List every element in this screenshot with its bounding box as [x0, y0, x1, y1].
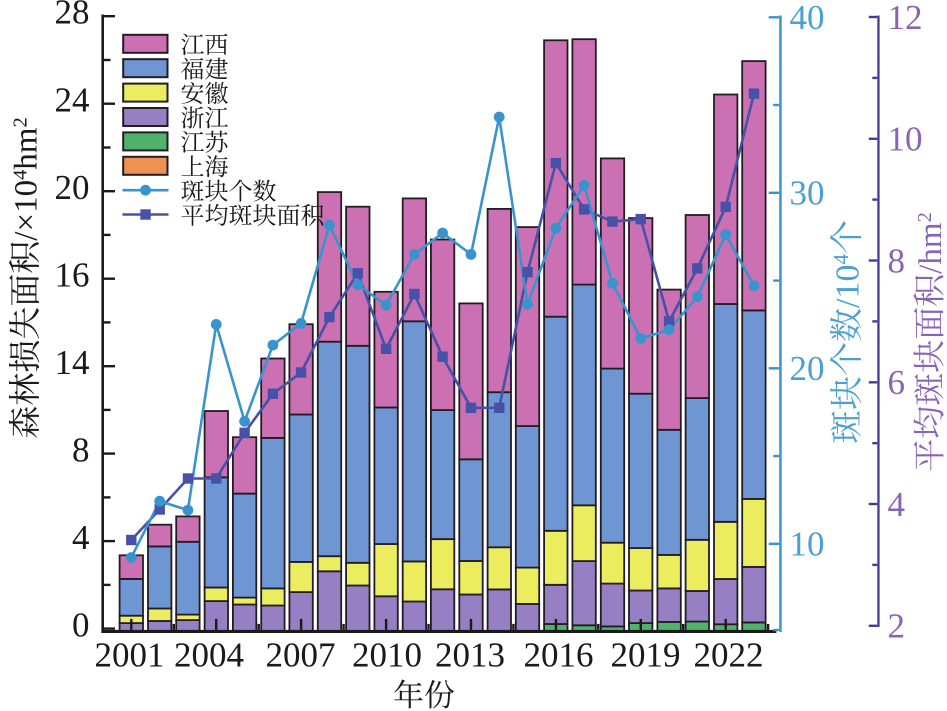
- svg-text:20: 20: [790, 349, 825, 388]
- svg-text:2013: 2013: [435, 636, 505, 675]
- svg-text:2: 2: [888, 607, 906, 646]
- svg-text:hm: hm: [9, 127, 45, 170]
- svg-text:20: 20: [55, 168, 90, 207]
- svg-text:2001: 2001: [95, 636, 165, 675]
- svg-text:2: 2: [914, 212, 936, 222]
- svg-text:12: 12: [888, 0, 923, 37]
- svg-text:2: 2: [9, 117, 31, 127]
- svg-text:6: 6: [888, 363, 906, 402]
- svg-text:4: 4: [72, 518, 90, 557]
- svg-text:10: 10: [888, 120, 923, 159]
- svg-text:2022: 2022: [694, 636, 764, 675]
- svg-text:8: 8: [888, 241, 906, 280]
- svg-text:/×10: /×10: [9, 180, 45, 241]
- svg-text:4: 4: [888, 485, 906, 524]
- svg-text:4: 4: [9, 170, 31, 180]
- svg-text:4: 4: [829, 254, 853, 265]
- svg-text:16: 16: [55, 256, 90, 295]
- svg-text:28: 28: [55, 0, 90, 32]
- svg-text:10: 10: [790, 525, 825, 564]
- svg-text:0: 0: [72, 605, 90, 644]
- svg-text:2004: 2004: [174, 636, 244, 675]
- svg-text:2019: 2019: [611, 636, 681, 675]
- svg-text:40: 40: [790, 0, 825, 37]
- svg-text:2016: 2016: [524, 636, 594, 675]
- svg-text:24: 24: [55, 81, 90, 120]
- svg-text:/10: /10: [830, 265, 867, 308]
- svg-text:8: 8: [72, 430, 90, 469]
- svg-text:30: 30: [790, 174, 825, 213]
- svg-text:/hm: /hm: [913, 222, 947, 274]
- svg-text:14: 14: [55, 343, 90, 382]
- svg-text:2010: 2010: [352, 636, 422, 675]
- svg-text:2007: 2007: [266, 636, 336, 675]
